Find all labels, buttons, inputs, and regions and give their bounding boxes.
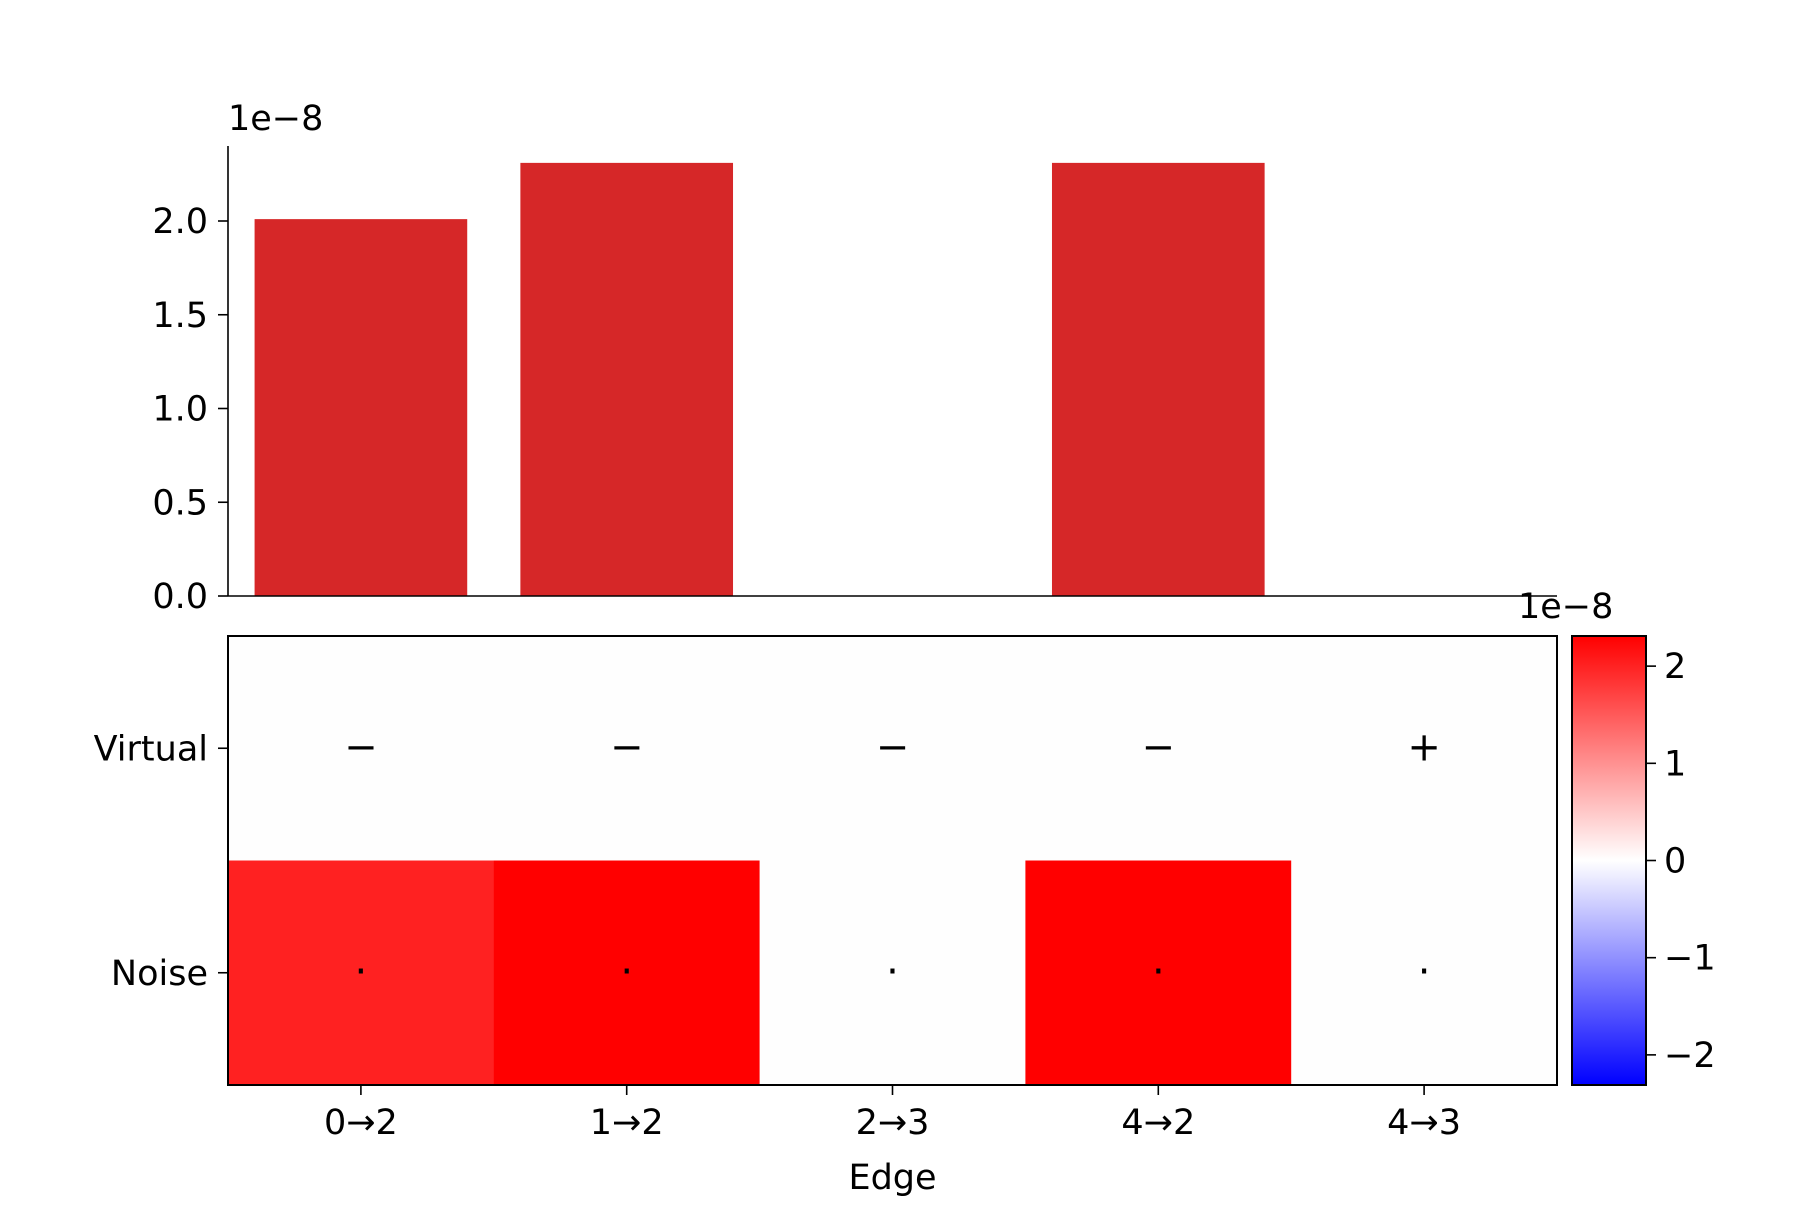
heatmap-xtick-label: 1→2 <box>590 1103 664 1143</box>
colorbar-tick-label: −2 <box>1664 1036 1716 1076</box>
bar-ytick-label: 2.0 <box>152 202 208 242</box>
colorbar-tick-label: 1 <box>1664 744 1686 784</box>
heatmap-cell-annotation: − <box>344 724 378 770</box>
heatmap-cell <box>1291 860 1558 1086</box>
heatmap-cell <box>759 636 1026 861</box>
heatmap-cell <box>228 636 495 861</box>
bar-ytick-label: 1.5 <box>152 296 208 336</box>
heatmap-cell-annotation: · <box>1152 949 1165 995</box>
heatmap-cell-annotation: − <box>876 724 910 770</box>
heatmap-cell <box>1291 636 1558 861</box>
colorbar-tick-label: −1 <box>1664 939 1716 979</box>
bar-ytick-label: 0.5 <box>152 483 208 523</box>
heatmap-ytick-label: Virtual <box>94 729 208 769</box>
heatmap-xtick-label: 4→3 <box>1387 1103 1461 1143</box>
heatmap-cell <box>493 636 761 861</box>
colorbar-tick-label: 0 <box>1664 842 1686 882</box>
bar-offset-label: 1e−8 <box>228 99 323 139</box>
colorbar-tick-label: 2 <box>1664 647 1686 687</box>
heatmap-cell <box>228 860 495 1086</box>
bar-ytick-label: 1.0 <box>152 390 208 430</box>
heatmap-ytick-label: Noise <box>111 954 208 994</box>
heatmap-cell <box>1025 860 1292 1086</box>
colorbar-offset-label: 1e−8 <box>1518 587 1613 627</box>
heatmap-cell-annotation: · <box>620 949 633 995</box>
heatmap-xtick-label: 4→2 <box>1121 1103 1195 1143</box>
heatmap-cell-annotation: · <box>886 949 899 995</box>
bar-1 <box>520 162 734 596</box>
heatmap-cell-annotation: + <box>1407 724 1441 770</box>
heatmap-xtick-label: 0→2 <box>324 1103 398 1143</box>
colorbar-panel: −2 −1 0 1 2 1e−8 <box>1518 587 1716 1086</box>
heatmap-cell <box>1025 636 1292 861</box>
heatmap-cell-annotation: − <box>610 724 644 770</box>
heatmap-cell-annotation: · <box>355 949 368 995</box>
bar-ytick-label: 0.0 <box>152 577 208 617</box>
colorbar-gradient <box>1571 635 1647 1086</box>
bar-3 <box>1051 162 1265 596</box>
heatmap-cell <box>493 860 761 1086</box>
heatmap-panel: − − − − + · · · · · Virtual Noise 0→2 1→2 2→3 4→2 4→3 Edg… <box>94 635 1558 1198</box>
bar-chart-panel: 0.0 0.5 1.0 1.5 2.0 1e−8 <box>152 99 1557 617</box>
heatmap-xtick-label: 2→3 <box>856 1103 930 1143</box>
heatmap-cell-annotation: − <box>1142 724 1176 770</box>
x-axis-label: Edge <box>848 1158 936 1198</box>
bar-0 <box>254 219 468 596</box>
heatmap-cell-annotation: · <box>1418 949 1431 995</box>
heatmap-cell <box>759 860 1026 1086</box>
